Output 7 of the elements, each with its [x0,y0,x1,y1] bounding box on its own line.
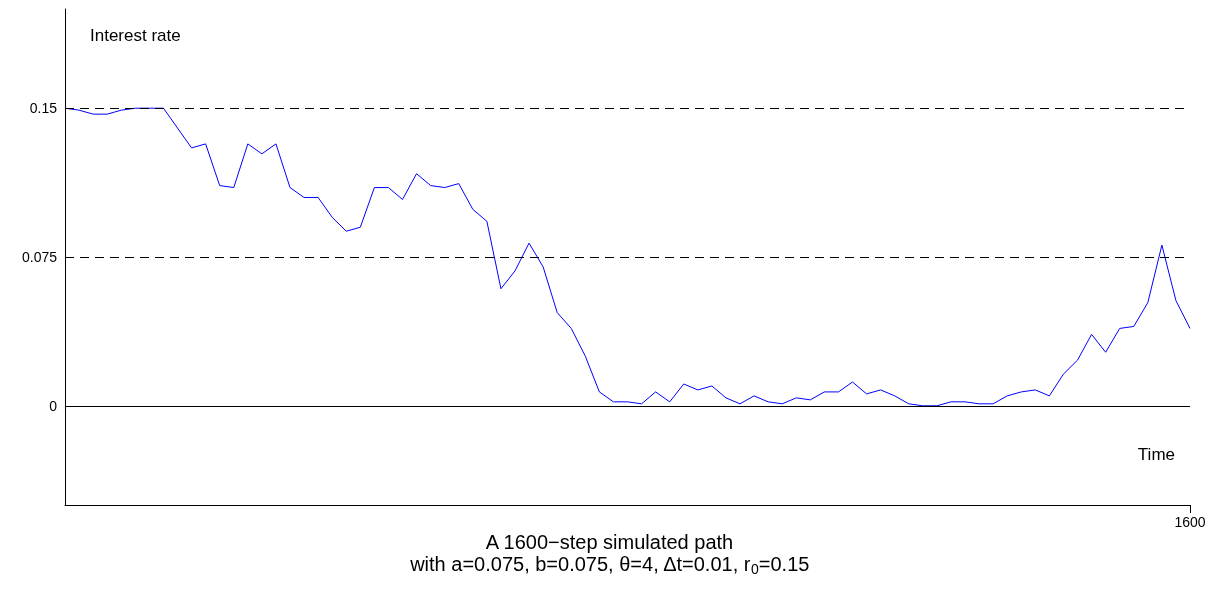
y-tick-label: 0.15 [29,100,58,117]
y-tick-label: 0 [49,397,58,414]
x-tick-label: 1600 [1174,514,1206,530]
y-tick-label: 0.075 [21,249,58,265]
x-axis-title: Time [1137,445,1176,464]
text: A 1600−step simulated path [485,531,734,553]
y-axis-title: Interest rate [90,26,181,45]
